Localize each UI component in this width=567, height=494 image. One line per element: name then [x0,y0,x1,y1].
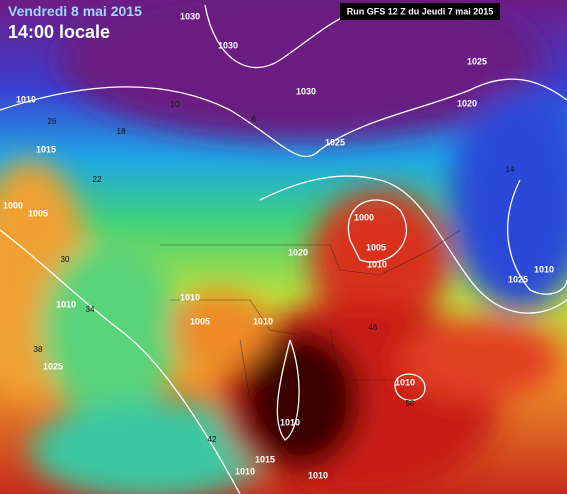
isobar-label: 1005 [190,316,210,326]
isobar-label: 1005 [28,208,48,218]
isobar-label: 1030 [296,86,316,96]
isobar-label: 1030 [180,11,200,21]
isobar-label: 1010 [253,316,273,326]
field-label: 46 [369,323,378,332]
isobar-label: 1005 [366,242,386,252]
field-label: 42 [208,435,217,444]
isobar-label: 1015 [36,144,56,154]
run-banner [340,3,500,20]
isobar [507,179,567,295]
field-label: 50 [406,399,415,408]
isobar-label: 1030 [218,40,238,50]
run-info: Run GFS 12 Z du Jeudi 7 mai 2015 [347,6,494,16]
border [170,299,400,401]
isobar-label: 1025 [467,56,487,66]
isobar [204,4,361,69]
isobar-label: 1010 [56,299,76,309]
isobar-label: 1010 [308,470,328,480]
isobar [394,373,426,401]
isobar [0,229,241,494]
isobar-label: 1010 [367,259,387,269]
isobar [276,339,300,441]
isobar-label: 1025 [508,274,528,284]
field-label: 10 [171,100,180,109]
isobar-label: 1010 [16,94,36,104]
isobar-label: 1010 [180,292,200,302]
field-label: 30 [61,255,70,264]
isobar [347,199,407,263]
labels: 1030103010301025102510201010101510001005… [3,11,554,480]
isobar-label: 1010 [280,417,300,427]
borders [160,229,461,401]
isobar-label: 1025 [43,361,63,371]
isobars [0,4,567,494]
isobar-label: 1020 [288,247,308,257]
isobar-label: 1000 [3,200,23,210]
field-label: 18 [117,127,126,136]
isobar-label: 1010 [235,466,255,476]
border [160,229,461,276]
field-label: 22 [93,175,102,184]
isobar [259,175,567,314]
isobar-label: 1010 [534,264,554,274]
field-label: 14 [506,165,515,174]
isobar [0,78,567,158]
field-label: 26 [48,117,57,126]
field-label: 6 [252,115,257,124]
isobar-label: 1020 [457,98,477,108]
forecast-time: 14:00 locale [8,22,110,42]
field-label: 34 [86,305,95,314]
isobar-label: 1025 [325,137,345,147]
isobar-label: 1000 [354,212,374,222]
isobar-label: 1015 [255,454,275,464]
forecast-date: Vendredi 8 mai 2015 [8,3,142,19]
isobar-label: 1010 [395,377,415,387]
field-label: 38 [34,345,43,354]
